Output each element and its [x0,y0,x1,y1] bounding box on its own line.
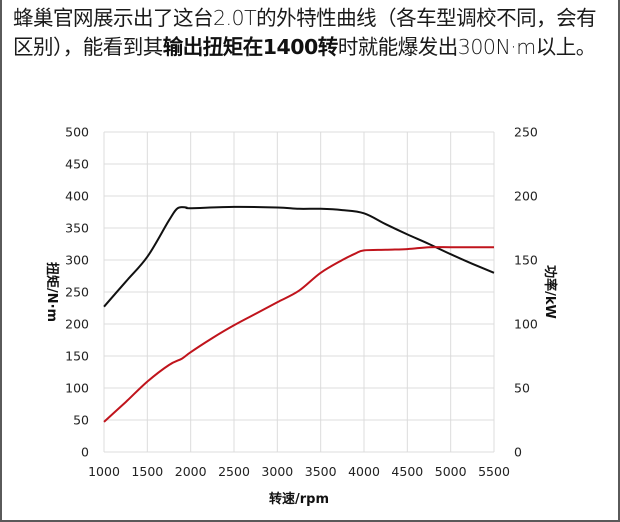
grid-lines [103,131,495,453]
caption-bold: 输出扭矩在1400转 [162,35,339,59]
caption-text: 蜂巢官网展示出了这台2.0T的外特性曲线（各车型调校不同，会有区别），能看到其输… [13,4,613,62]
x-axis-ticks: 1000 1500 2000 2500 3000 3500 4000 4500 5000 5500 [88,464,510,479]
y-axis-label: 扭矩/N·m [44,262,60,322]
x-tick-label: 2500 [218,464,250,479]
x-tick-label: 5000 [435,464,467,479]
y2-tick-label: 150 [514,253,538,268]
y2-tick-label: 200 [514,189,538,204]
power-line [103,246,494,423]
y-tick-label: 100 [65,381,89,396]
x-axis-label: 转速/rpm [269,491,329,507]
x-tick-label: 1000 [88,464,120,479]
left-axis-ticks: 0 50 100 150 200 250 300 350 400 450 500 [65,125,89,460]
x-tick-label: 3000 [261,464,293,479]
x-tick-label: 1500 [131,464,163,479]
y-tick-label: 200 [65,317,89,332]
y-tick-label: 0 [81,445,89,460]
y-tick-label: 350 [65,221,89,236]
caption-part2: 时就能爆发出300N·m以上。 [337,35,596,59]
x-tick-label: 4500 [391,464,423,479]
torque-line [103,205,495,308]
y-tick-label: 300 [65,253,89,268]
y-tick-label: 500 [65,125,89,140]
right-axis-ticks: 0 50 100 150 200 250 [514,125,538,460]
y2-axis-label: 功率/kW [542,265,558,319]
y2-tick-label: 250 [514,125,538,140]
y-tick-label: 450 [65,157,89,172]
y-tick-label: 400 [65,189,89,204]
x-tick-label: 4000 [348,464,380,479]
y2-tick-label: 50 [514,381,530,396]
y-tick-label: 150 [65,349,89,364]
caption-part1: 蜂巢官网展示出了这台2.0T的外特性曲线（各车型调校不同，会有区别），能看到其 [13,6,597,59]
x-tick-label: 3500 [305,464,337,479]
x-tick-label: 5500 [478,464,510,479]
x-tick-label: 2000 [175,464,207,479]
y-tick-label: 250 [65,285,89,300]
y-tick-label: 50 [73,413,89,428]
y2-tick-label: 100 [514,317,538,332]
y2-tick-label: 0 [514,445,522,460]
data-lines [103,205,495,423]
